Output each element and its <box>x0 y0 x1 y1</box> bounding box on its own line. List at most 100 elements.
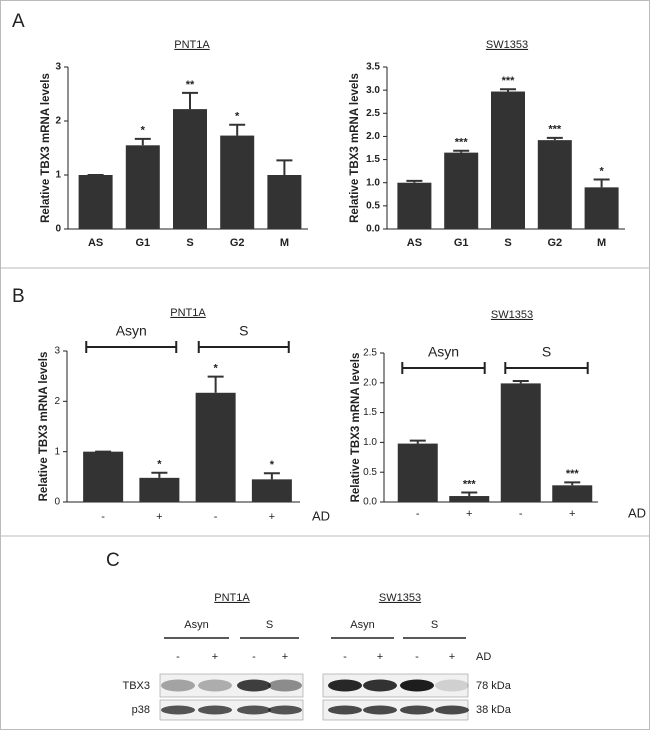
group-label: Asyn <box>350 619 374 631</box>
blot-band <box>328 705 362 715</box>
y-tick-label: 2.0 <box>366 131 380 142</box>
significance-label: * <box>141 125 146 137</box>
y-tick-label: 1.0 <box>366 177 380 188</box>
error-bar <box>151 471 168 478</box>
lane-label: - <box>415 651 419 663</box>
y-tick-label: 2.0 <box>363 377 377 388</box>
y-tick-label: 1.0 <box>363 437 377 448</box>
error-bar <box>512 380 529 384</box>
x-tick-label: G2 <box>547 237 562 249</box>
y-tick-label: 0.0 <box>363 497 377 508</box>
blot-band <box>435 705 469 715</box>
group-label: Asyn <box>184 619 208 631</box>
bar <box>444 152 479 229</box>
lane-label: - <box>176 651 180 663</box>
blot-band <box>198 705 232 715</box>
y-tick-label: 0 <box>55 224 61 235</box>
chart-title: SW1353 <box>491 309 533 321</box>
bar <box>537 140 572 229</box>
bar <box>267 175 302 229</box>
x-tick-label: AS <box>88 237 103 249</box>
x-tick-label: - <box>101 511 105 523</box>
bar <box>500 383 541 502</box>
y-tick-label: 0.0 <box>366 224 380 235</box>
y-tick-label: 0 <box>54 497 60 508</box>
y-tick-label: 3 <box>55 62 61 73</box>
group-label: S <box>431 619 438 631</box>
chart-title: SW1353 <box>486 39 528 51</box>
cell-line-label: SW1353 <box>379 592 421 604</box>
error-bar <box>406 179 423 183</box>
group-label: Asyn <box>116 323 147 339</box>
y-tick-label: 1.5 <box>366 154 380 165</box>
blot-band <box>268 705 302 715</box>
error-bar <box>453 149 470 153</box>
error-bar <box>182 91 198 110</box>
bar <box>173 109 207 229</box>
y-axis-label: Relative TBX3 mRNA levels <box>350 353 362 503</box>
error-bar <box>409 439 426 444</box>
lane-label: + <box>377 651 383 663</box>
error-bar <box>207 375 224 393</box>
x-axis-label: AD <box>312 508 330 523</box>
size-label: 78 kDa <box>476 680 512 692</box>
error-bar <box>276 159 293 175</box>
y-tick-label: 3 <box>54 346 60 357</box>
lane-label: + <box>212 651 218 663</box>
x-tick-label: - <box>416 508 420 520</box>
bar <box>552 485 593 502</box>
row-label: TBX3 <box>122 680 150 692</box>
bar <box>397 443 438 502</box>
bar <box>251 479 292 502</box>
y-tick-label: 0.5 <box>363 467 377 478</box>
y-tick-label: 3.5 <box>366 62 380 73</box>
y-axis-label: Relative TBX3 mRNA levels <box>349 73 361 223</box>
bar <box>195 392 236 502</box>
row-label: p38 <box>132 704 150 716</box>
bar <box>83 451 124 502</box>
significance-label: ** <box>186 79 195 91</box>
x-tick-label: M <box>597 237 606 249</box>
error-bar <box>546 136 563 141</box>
size-label: 38 kDa <box>476 704 512 716</box>
lane-label: + <box>449 651 455 663</box>
blot-band <box>161 705 195 715</box>
x-tick-label: G2 <box>230 237 245 249</box>
blot-band <box>198 679 232 692</box>
error-bar <box>229 123 246 136</box>
significance-label: * <box>213 363 218 375</box>
bar <box>78 175 113 229</box>
group-bracket <box>85 341 178 353</box>
group-label: S <box>266 619 273 631</box>
y-tick-label: 0.5 <box>366 200 380 211</box>
x-tick-label: G1 <box>454 237 469 249</box>
blot-band <box>363 705 397 715</box>
significance-label: * <box>599 165 604 177</box>
x-tick-label: - <box>519 508 523 520</box>
blot-band <box>400 679 434 692</box>
error-bar <box>500 88 516 92</box>
significance-label: *** <box>455 137 469 149</box>
panel-label: C <box>106 550 120 571</box>
group-bracket <box>504 362 589 374</box>
x-tick-label: - <box>214 511 218 523</box>
blot-band <box>237 705 271 715</box>
group-label: S <box>542 344 551 360</box>
panel-label: A <box>12 11 25 32</box>
significance-label: * <box>157 459 162 471</box>
bar <box>397 182 432 229</box>
significance-label: *** <box>566 468 580 480</box>
x-tick-label: G1 <box>135 237 150 249</box>
bar <box>220 135 255 229</box>
bar <box>491 91 525 229</box>
chart-title: PNT1A <box>174 39 210 51</box>
lane-label: - <box>252 651 256 663</box>
x-tick-label: + <box>466 508 472 520</box>
chart-title: PNT1A <box>170 307 206 319</box>
blot-band <box>328 679 362 692</box>
y-tick-label: 1.5 <box>363 407 377 418</box>
group-label: Asyn <box>428 344 459 360</box>
y-tick-label: 2 <box>54 396 60 407</box>
significance-label: * <box>235 111 240 123</box>
